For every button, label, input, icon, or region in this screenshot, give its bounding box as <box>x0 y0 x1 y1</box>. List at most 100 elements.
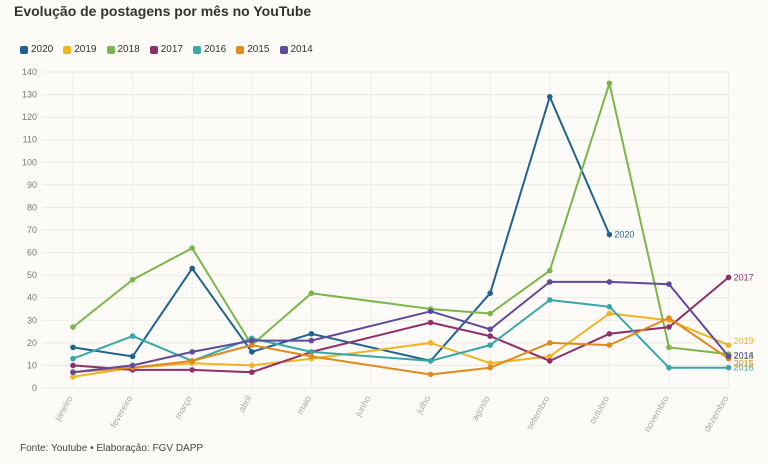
data-point <box>189 358 195 364</box>
data-point <box>606 80 613 87</box>
data-point <box>129 362 136 369</box>
y-tick-label: 40 <box>27 293 37 303</box>
legend-swatch <box>63 45 72 54</box>
data-point <box>725 353 732 360</box>
series-line <box>72 312 729 378</box>
data-point <box>427 358 434 364</box>
data-point <box>606 279 613 285</box>
legend-swatch <box>279 45 288 54</box>
data-point <box>487 326 494 333</box>
data-point <box>487 364 494 371</box>
data-point <box>249 342 255 348</box>
legend-label: 2016 <box>204 44 227 55</box>
data-point <box>308 331 315 337</box>
series-end-label: 2014 <box>734 350 754 360</box>
data-point <box>547 297 553 303</box>
legend-item[interactable]: 2016 <box>193 44 226 55</box>
legend-swatch <box>20 45 28 54</box>
x-tick-label: agosto <box>470 394 492 422</box>
legend-label: 2019 <box>74 44 97 55</box>
data-point <box>487 333 494 339</box>
data-point <box>308 353 315 360</box>
data-point <box>606 331 613 337</box>
y-tick-label: 130 <box>22 90 37 100</box>
x-tick-label: maio <box>295 394 313 416</box>
legend-label: 2015 <box>247 44 270 55</box>
legend-label: 2014 <box>290 44 313 55</box>
series-end-label: 2018 <box>734 351 754 361</box>
series-2015: 2015 <box>70 315 754 378</box>
data-point <box>487 342 494 348</box>
data-point <box>606 342 613 348</box>
data-point <box>308 337 315 344</box>
source-note: Fonte: Youtube • Elaboração: FGV DAPP <box>20 443 204 454</box>
data-point <box>487 310 494 317</box>
series-end-label: 2019 <box>734 336 754 346</box>
data-point <box>547 340 553 346</box>
data-point <box>249 337 255 344</box>
y-tick-label: 60 <box>27 248 37 258</box>
legend-item[interactable]: 2015 <box>236 44 270 55</box>
legend-item[interactable]: 2019 <box>63 44 97 55</box>
data-point <box>70 324 76 330</box>
data-point <box>70 362 76 369</box>
data-point <box>547 358 553 364</box>
data-point <box>666 364 672 371</box>
legend-item[interactable]: 2020 <box>20 44 53 55</box>
chart-title: Evolução de postagens por mês no YouTube <box>14 3 312 19</box>
y-tick-label: 10 <box>27 360 37 370</box>
data-point <box>308 290 315 297</box>
data-point <box>70 355 76 362</box>
data-point <box>487 360 494 366</box>
data-point <box>547 267 553 274</box>
legend-swatch <box>106 45 115 54</box>
legend-item[interactable]: 2018 <box>106 44 140 55</box>
data-point <box>249 369 255 376</box>
data-point <box>547 353 553 360</box>
data-point <box>189 367 195 373</box>
data-point <box>666 344 672 351</box>
series-2019: 2019 <box>70 310 754 380</box>
y-tick-label: 90 <box>27 180 37 190</box>
data-point <box>666 315 672 321</box>
series-line <box>72 95 611 362</box>
data-point <box>70 344 76 351</box>
data-point <box>129 353 136 360</box>
data-point <box>666 324 672 330</box>
y-tick-label: 30 <box>27 315 37 325</box>
data-point <box>70 369 76 376</box>
x-tick-label: abril <box>236 394 253 414</box>
data-point <box>427 371 434 378</box>
y-tick-label: 100 <box>22 157 37 167</box>
legend-item[interactable]: 2017 <box>149 44 183 55</box>
data-point <box>547 94 553 100</box>
data-point <box>189 349 195 355</box>
data-point <box>606 231 613 238</box>
y-tick-label: 70 <box>27 225 37 235</box>
series-2016: 2016 <box>70 297 754 373</box>
data-point <box>427 340 434 346</box>
x-tick-label: setembro <box>524 394 551 432</box>
x-tick-label: janeiro <box>52 394 75 423</box>
series-line <box>72 82 729 356</box>
data-point <box>606 303 613 310</box>
x-tick-label: julho <box>414 394 433 416</box>
series-end-label: 2016 <box>734 363 754 373</box>
data-point <box>666 281 672 287</box>
y-tick-label: 110 <box>23 135 37 145</box>
x-tick-label: fevereiro <box>108 394 134 429</box>
data-point <box>427 319 434 326</box>
series-end-label: 2017 <box>734 272 754 282</box>
legend-label: 2018 <box>117 44 140 55</box>
data-point <box>487 290 494 297</box>
data-point <box>725 274 732 281</box>
y-tick-label: 120 <box>22 112 37 122</box>
y-tick-label: 80 <box>27 202 37 212</box>
series-2020: 2020 <box>70 94 634 364</box>
data-point <box>308 349 315 355</box>
legend-label: 2020 <box>31 44 54 55</box>
series-end-label: 2015 <box>734 359 754 369</box>
series-end-label: 2020 <box>614 230 634 240</box>
legend-item[interactable]: 2014 <box>279 44 313 55</box>
